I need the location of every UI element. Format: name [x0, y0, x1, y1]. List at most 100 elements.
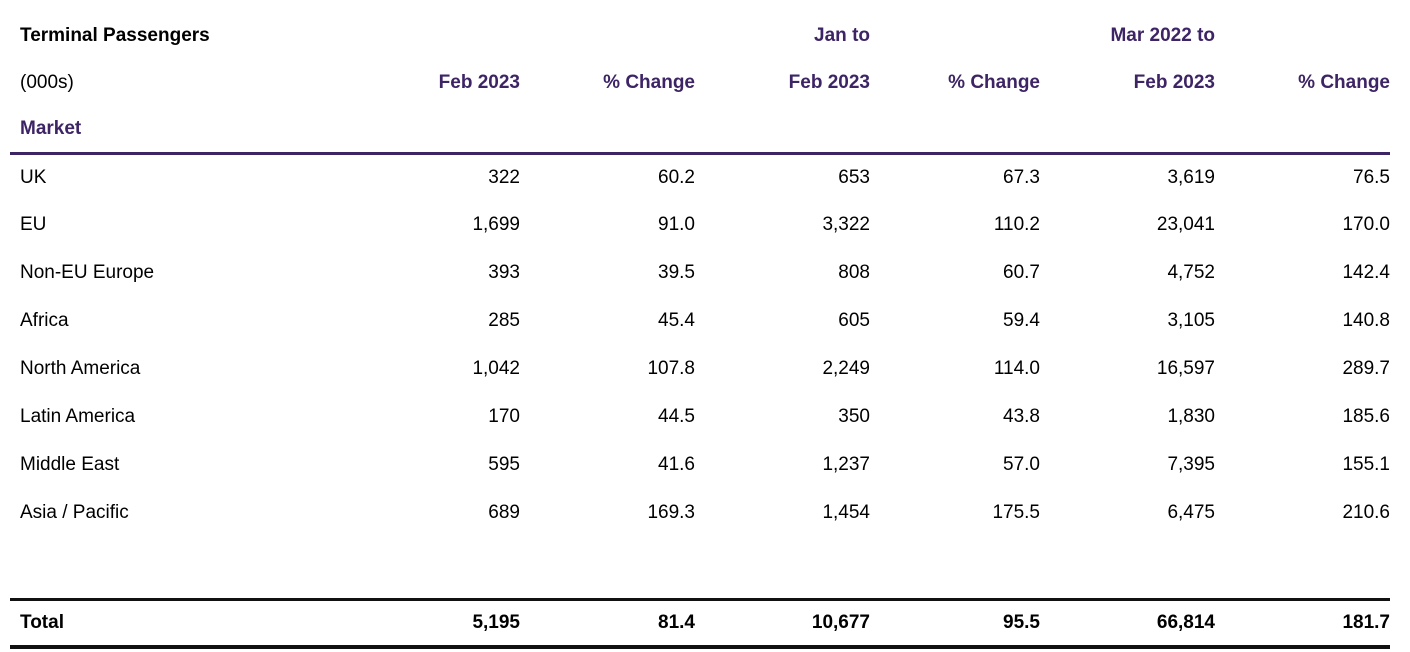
col-header-pct-change-3: % Change	[1298, 71, 1390, 93]
value-cell: 45.4	[658, 310, 695, 331]
value-cell: 170	[488, 406, 520, 427]
col-header-feb-2023-2: Feb 2023	[788, 71, 870, 93]
value-cell: 23,041	[1156, 214, 1215, 235]
market-cell: North America	[20, 358, 141, 379]
col-group-jan-to: Jan to	[814, 24, 870, 46]
value-cell: 76.5	[1353, 166, 1390, 188]
market-cell: Asia / Pacific	[20, 502, 129, 523]
value-cell: 3,105	[1167, 310, 1215, 331]
value-cell: 185.6	[1342, 406, 1390, 427]
total-value-cell: 5,195	[360, 597, 520, 649]
value-cell: 170.0	[1342, 214, 1390, 235]
value-cell: 91.0	[658, 214, 695, 235]
value-cell: 16,597	[1156, 358, 1215, 379]
value-cell: 1,699	[472, 214, 520, 235]
value-cell: 110.2	[993, 214, 1040, 235]
value-cell: 350	[838, 406, 870, 427]
value-cell: 2,249	[822, 358, 870, 379]
value-cell: 7,395	[1167, 454, 1215, 475]
market-label: Market	[10, 106, 360, 155]
units-label: (000s)	[20, 71, 74, 93]
header-row-columns: (000s) Feb 2023 % Change Feb 2023 % Chan…	[10, 59, 1390, 106]
spacer-row	[10, 537, 1390, 599]
col-header-feb-2023-1: Feb 2023	[438, 71, 520, 93]
value-cell: 60.7	[1003, 262, 1040, 283]
value-cell: 140.8	[1342, 310, 1390, 331]
value-cell: 4,752	[1167, 262, 1215, 283]
value-cell: 67.3	[1003, 166, 1040, 188]
table-row: North America 1,042 107.8 2,249 114.0 16…	[10, 345, 1390, 393]
value-cell: 1,830	[1167, 406, 1215, 427]
value-cell: 393	[488, 262, 520, 283]
market-cell: Latin America	[20, 406, 136, 427]
table-row: Africa 285 45.4 605 59.4 3,105 140.8	[10, 297, 1390, 345]
value-cell: 605	[838, 310, 870, 331]
market-cell: EU	[20, 214, 47, 235]
value-cell: 107.8	[647, 358, 695, 379]
empty-cell	[695, 106, 870, 155]
table-row: Asia / Pacific 689 169.3 1,454 175.5 6,4…	[10, 489, 1390, 537]
value-cell: 39.5	[658, 262, 695, 283]
total-value-cell: 181.7	[1215, 597, 1390, 649]
value-cell: 57.0	[1003, 454, 1040, 475]
total-value-cell: 10,677	[695, 597, 870, 649]
value-cell: 210.6	[1342, 502, 1390, 523]
table-row: Middle East 595 41.6 1,237 57.0 7,395 15…	[10, 441, 1390, 489]
terminal-passengers-table: Terminal Passengers Jan to Mar 2022 to (…	[10, 12, 1390, 649]
empty-cell	[1215, 12, 1390, 59]
value-cell: 41.6	[658, 454, 695, 475]
table-row: UK 322 60.2 653 67.3 3,619 76.5	[10, 153, 1390, 201]
value-cell: 1,042	[472, 358, 520, 379]
col-header-feb-2023-3: Feb 2023	[1133, 71, 1215, 93]
total-label: Total	[10, 597, 360, 649]
empty-cell	[520, 12, 695, 59]
market-cell: Non-EU Europe	[20, 262, 155, 283]
col-header-pct-change-1: % Change	[603, 71, 695, 93]
table-row: EU 1,699 91.0 3,322 110.2 23,041 170.0	[10, 201, 1390, 249]
total-row: Total 5,195 81.4 10,677 95.5 66,814 181.…	[10, 597, 1390, 649]
header-row-groups: Terminal Passengers Jan to Mar 2022 to	[10, 12, 1390, 59]
value-cell: 3,619	[1167, 166, 1215, 188]
total-value-cell: 95.5	[870, 597, 1040, 649]
value-cell: 59.4	[1003, 310, 1040, 331]
value-cell: 155.1	[1342, 454, 1390, 475]
value-cell: 285	[488, 310, 520, 331]
table-row: Non-EU Europe 393 39.5 808 60.7 4,752 14…	[10, 249, 1390, 297]
empty-cell	[360, 12, 520, 59]
header-row-market: Market	[10, 106, 1390, 155]
total-value-cell: 81.4	[520, 597, 695, 649]
value-cell: 595	[488, 454, 520, 475]
value-cell: 289.7	[1342, 358, 1390, 379]
empty-cell	[1215, 106, 1390, 155]
value-cell: 142.4	[1342, 262, 1390, 283]
empty-cell	[520, 106, 695, 155]
value-cell: 43.8	[1003, 406, 1040, 427]
value-cell: 175.5	[992, 502, 1040, 523]
empty-cell	[870, 106, 1040, 155]
value-cell: 114.0	[993, 358, 1040, 379]
table-title: Terminal Passengers	[20, 24, 210, 46]
col-header-pct-change-2: % Change	[948, 71, 1040, 93]
value-cell: 6,475	[1167, 502, 1215, 523]
value-cell: 44.5	[658, 406, 695, 427]
table-row: Latin America 170 44.5 350 43.8 1,830 18…	[10, 393, 1390, 441]
value-cell: 653	[838, 166, 870, 188]
empty-cell	[1040, 106, 1215, 155]
market-cell: UK	[20, 166, 47, 188]
value-cell: 60.2	[658, 166, 695, 188]
col-group-mar-2022-to: Mar 2022 to	[1110, 24, 1215, 46]
value-cell: 3,322	[822, 214, 870, 235]
total-value-cell: 66,814	[1040, 597, 1215, 649]
market-cell: Middle East	[20, 454, 120, 475]
empty-cell	[360, 106, 520, 155]
market-cell: Africa	[20, 310, 69, 331]
empty-cell	[870, 12, 1040, 59]
value-cell: 1,454	[822, 502, 870, 523]
value-cell: 689	[488, 502, 520, 523]
empty-cell	[10, 537, 1390, 599]
value-cell: 808	[838, 262, 870, 283]
value-cell: 1,237	[822, 454, 870, 475]
value-cell: 169.3	[647, 502, 695, 523]
value-cell: 322	[488, 166, 520, 188]
